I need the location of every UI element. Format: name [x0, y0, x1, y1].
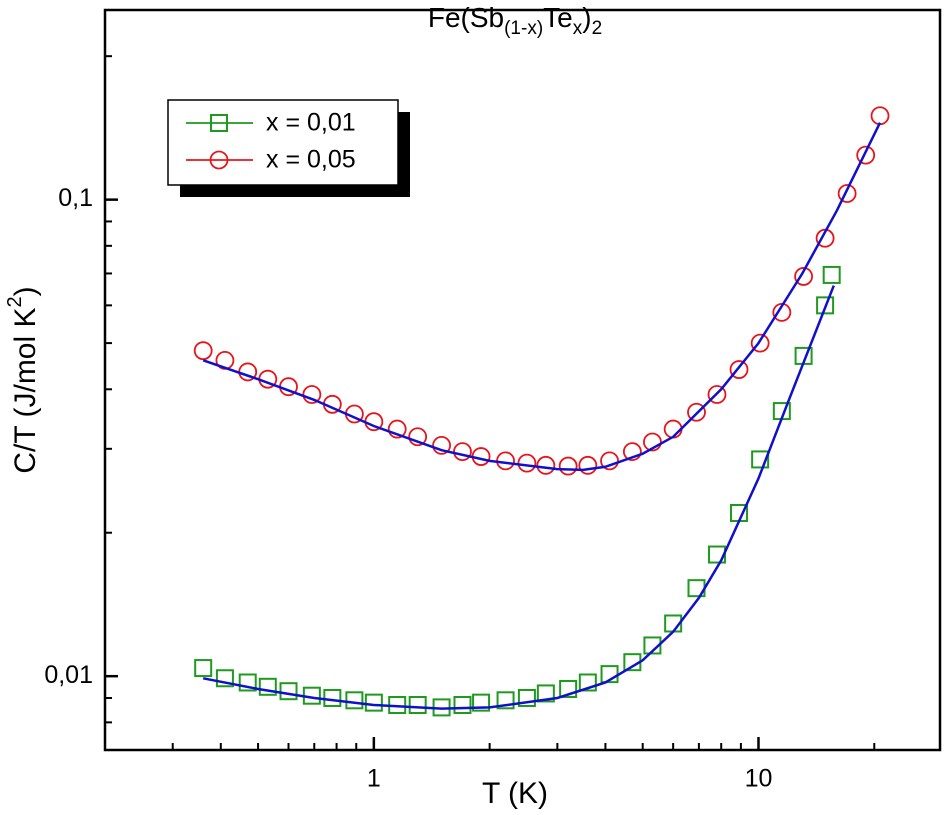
square-marker	[238, 673, 257, 692]
circle-marker	[870, 106, 890, 126]
circle-marker	[558, 456, 578, 476]
title-part: (1-x)	[504, 18, 543, 39]
y-label-part: )	[9, 286, 42, 296]
plot-frame	[103, 8, 942, 752]
circle-marker	[193, 341, 213, 361]
fit-line	[202, 285, 835, 710]
x-axis-label: T (K)	[482, 777, 548, 810]
circle-marker	[729, 360, 749, 379]
square-marker	[536, 684, 555, 703]
square-marker	[194, 659, 213, 678]
title-part: Te	[543, 2, 573, 33]
square-marker	[364, 693, 383, 712]
circle-marker	[302, 385, 322, 404]
circle-marker	[453, 442, 472, 461]
circle-marker	[750, 333, 770, 353]
square-marker	[453, 696, 472, 715]
legend-box	[167, 99, 399, 186]
legend-marker	[209, 150, 229, 170]
circle-marker	[578, 455, 598, 475]
square-marker	[472, 693, 491, 712]
y-axis-label: C/T (J/mol K2)	[4, 286, 42, 473]
square-marker	[496, 691, 515, 710]
square-marker	[279, 682, 298, 701]
square-marker	[643, 636, 662, 655]
legend-marker	[210, 114, 228, 132]
square-marker	[822, 265, 841, 284]
square-marker	[517, 688, 536, 707]
square-marker	[345, 691, 364, 710]
square-marker	[559, 679, 578, 698]
title-part: x	[573, 18, 583, 39]
circle-marker	[643, 432, 662, 452]
square-marker	[578, 673, 597, 692]
y-label-part: 2	[4, 296, 26, 307]
square-marker	[408, 696, 427, 715]
y-tick-label: 0,01	[44, 661, 93, 689]
circle-marker	[517, 453, 537, 473]
x-tick-label: 1	[367, 765, 381, 793]
legend-label: x = 0,01	[266, 109, 356, 137]
title-part: Fe(Sb	[428, 2, 504, 33]
circle-marker	[432, 435, 451, 455]
square-marker	[751, 450, 770, 469]
fit-line	[202, 122, 882, 472]
circle-marker	[687, 402, 706, 422]
circle-marker	[387, 419, 407, 439]
x-tick-label: 10	[745, 765, 773, 793]
circle-marker	[707, 385, 727, 404]
title-part: 2	[592, 18, 603, 39]
square-marker	[323, 688, 342, 707]
circle-marker	[408, 427, 428, 447]
circle-marker	[794, 267, 813, 286]
title-part: )	[582, 2, 591, 33]
y-label-part: C/T (J/mol K	[9, 307, 42, 473]
legend-label: x = 0,05	[266, 146, 356, 174]
circle-marker	[536, 455, 556, 475]
y-tick-label: 0,1	[58, 184, 93, 212]
circle-marker	[663, 419, 683, 439]
circle-marker	[600, 451, 619, 471]
circle-marker	[856, 145, 876, 165]
square-marker	[215, 669, 234, 688]
square-marker	[816, 296, 835, 315]
circle-marker	[837, 184, 857, 203]
chart-title: Fe(Sb(1-x)Tex)2	[428, 2, 602, 39]
circle-marker	[622, 442, 642, 461]
square-marker	[258, 677, 277, 696]
